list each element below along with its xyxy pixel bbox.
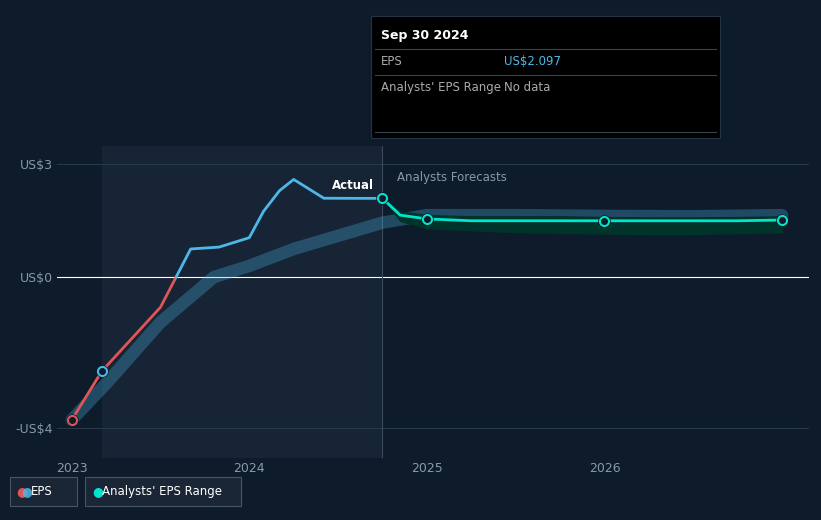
Text: ●: ● [16, 485, 27, 498]
Bar [102, 146, 383, 458]
Text: Analysts' EPS Range: Analysts' EPS Range [102, 485, 222, 498]
Text: Analysts Forecasts: Analysts Forecasts [397, 171, 507, 184]
Text: Sep 30 2024: Sep 30 2024 [381, 29, 469, 42]
Text: ●: ● [21, 485, 32, 498]
Text: EPS: EPS [381, 55, 402, 68]
Text: EPS: EPS [30, 485, 52, 498]
Text: ●: ● [92, 485, 103, 498]
Text: US$2.097: US$2.097 [504, 55, 561, 68]
Text: Analysts' EPS Range: Analysts' EPS Range [381, 81, 501, 94]
Text: Actual: Actual [332, 178, 374, 191]
Text: No data: No data [504, 81, 550, 94]
